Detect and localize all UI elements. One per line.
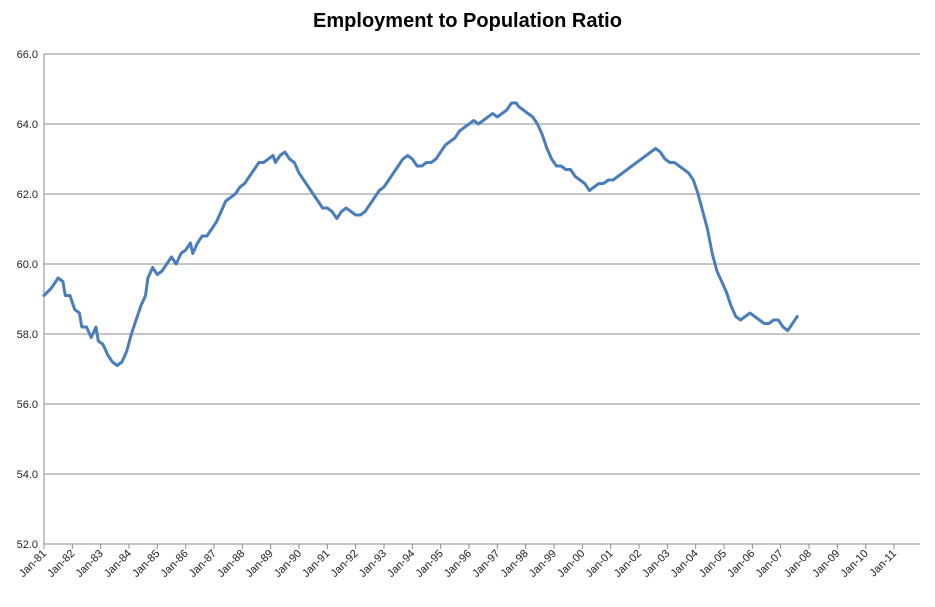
x-tick-labels: Jan-81Jan-82Jan-83Jan-84Jan-85Jan-86Jan-…: [17, 548, 899, 580]
x-tick-label: Jan-09: [810, 548, 842, 580]
y-tick-label: 56.0: [17, 399, 38, 411]
x-tick-label: Jan-08: [782, 548, 814, 580]
x-tick-label: Jan-82: [45, 548, 77, 580]
x-tick-label: Jan-03: [640, 548, 672, 580]
x-tick-label: Jan-86: [159, 548, 191, 580]
x-tick-label: Jan-06: [725, 548, 757, 580]
x-tick-label: Jan-07: [754, 548, 786, 580]
x-tick-label: Jan-02: [612, 548, 644, 580]
x-tick-label: Jan-96: [442, 548, 474, 580]
x-tick-label: Jan-11: [867, 548, 899, 580]
x-tick-label: Jan-99: [527, 548, 559, 580]
y-tick-label: 66.0: [17, 49, 38, 61]
y-tick-labels: 52.0 54.0 56.0 58.0 60.0 62.0 64.0 66.0: [17, 49, 38, 551]
x-tick-label: Jan-84: [102, 548, 134, 580]
x-tick-label: Jan-90: [272, 548, 304, 580]
x-tick-label: Jan-94: [385, 548, 417, 580]
y-tick-label: 58.0: [17, 329, 38, 341]
series-line: [42, 101, 799, 367]
x-tick-label: Jan-85: [130, 548, 162, 580]
y-tick-label: 52.0: [17, 539, 38, 551]
series: [42, 101, 799, 367]
y-tick-label: 64.0: [17, 119, 38, 131]
x-tick-label: Jan-01: [584, 548, 616, 580]
x-tick-label: Jan-87: [187, 548, 219, 580]
y-tick-label: 54.0: [17, 469, 38, 481]
x-tick-label: Jan-97: [470, 548, 502, 580]
x-tick-label: Jan-91: [300, 548, 332, 580]
x-tick-label: Jan-88: [215, 548, 247, 580]
x-tick-label: Jan-89: [244, 548, 276, 580]
x-tick-label: Jan-00: [555, 548, 587, 580]
x-tick-label: Jan-04: [669, 548, 701, 580]
y-tick-label: 60.0: [17, 259, 38, 271]
gridlines: [44, 53, 920, 475]
x-tick-label: Jan-95: [414, 548, 446, 580]
y-tick-label: 62.0: [17, 189, 38, 201]
x-tick-label: Jan-10: [839, 548, 871, 580]
axes: [43, 54, 920, 549]
x-tick-label: Jan-98: [499, 548, 531, 580]
x-tick-label: Jan-83: [74, 548, 106, 580]
x-tick-label: Jan-92: [329, 548, 361, 580]
x-tick-label: Jan-93: [357, 548, 389, 580]
x-tick-label: Jan-81: [17, 548, 49, 580]
x-tick-label: Jan-05: [697, 548, 729, 580]
chart-title: Employment to Population Ratio: [313, 10, 622, 32]
